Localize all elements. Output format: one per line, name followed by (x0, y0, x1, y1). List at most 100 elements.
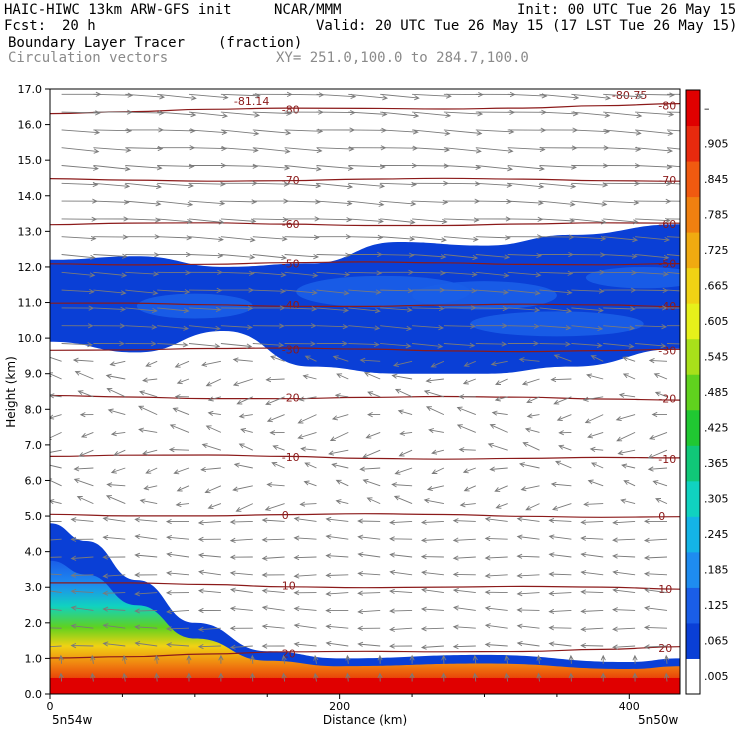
circulation-vector (389, 552, 413, 558)
circulation-vector (397, 409, 413, 416)
circulation-vector (316, 182, 354, 190)
colorbar-label: .665 (704, 279, 729, 292)
circulation-vector (102, 606, 126, 612)
circulation-vector (392, 360, 413, 368)
circulation-vector (93, 271, 128, 278)
circulation-vector (507, 252, 543, 259)
circulation-vector (409, 654, 415, 664)
circulation-vector (110, 431, 126, 437)
circulation-vector (475, 147, 514, 154)
circulation-vector (420, 537, 444, 543)
circulation-vector (329, 431, 349, 442)
circulation-vector (571, 325, 604, 332)
circulation-vector (590, 355, 604, 362)
circulation-vector (556, 414, 572, 421)
circulation-vector (61, 129, 101, 135)
colorbar-swatch (686, 622, 700, 659)
circulation-vector (484, 555, 508, 561)
circulation-vector (50, 356, 62, 362)
circulation-vector (328, 449, 349, 456)
circulation-vector (188, 93, 229, 100)
circulation-vector (106, 387, 126, 398)
circulation-vector (348, 270, 383, 276)
circulation-vector (186, 672, 192, 682)
circulation-vector (443, 217, 480, 223)
circulation-vector (412, 111, 452, 118)
circulation-vector (651, 411, 668, 418)
circulation-vector (580, 519, 604, 525)
y-tick-label: 6.0 (25, 474, 43, 487)
circulation-vector (421, 587, 444, 594)
circulation-vector (90, 672, 96, 682)
circulation-vector (558, 444, 572, 451)
circulation-vector (475, 254, 511, 260)
circulation-vector (325, 607, 349, 614)
circulation-vector (380, 252, 415, 258)
circulation-vector (102, 641, 126, 647)
circulation-vector (233, 462, 253, 469)
circulation-vector (316, 217, 353, 223)
circulation-vector (484, 605, 508, 611)
valid-time: Valid: 20 UTC Tue 26 May 15 (17 LST Tue … (316, 18, 738, 34)
circulation-vector (516, 640, 540, 647)
circulation-vector (165, 518, 190, 525)
circulation-vector (553, 396, 572, 405)
circulation-vector (487, 442, 508, 451)
circulation-vector (188, 236, 224, 242)
circulation-vector (207, 410, 221, 416)
circulation-vector (389, 608, 413, 614)
circulation-vector (220, 343, 253, 349)
circulation-vector (220, 305, 254, 311)
circulation-vector (197, 588, 221, 594)
circulation-vector (61, 271, 96, 278)
circulation-vector (61, 254, 96, 260)
circulation-vector (102, 534, 126, 541)
colorbar-label: .725 (704, 244, 729, 257)
circulation-vector (617, 449, 636, 456)
isotherm-label: 10 (658, 583, 672, 596)
circulation-vector (165, 590, 190, 596)
circulation-vector (462, 378, 476, 385)
circulation-vector (134, 517, 158, 523)
circulation-vector (50, 538, 62, 541)
circulation-vector (612, 569, 636, 576)
circulation-vector (50, 499, 62, 505)
circulation-vector (293, 590, 317, 596)
circulation-vector (452, 537, 476, 543)
circulation-vector (345, 654, 351, 664)
circulation-vector (472, 654, 478, 664)
circulation-vector (443, 236, 479, 242)
isotherm-line (50, 103, 680, 115)
circulation-vector (603, 218, 639, 225)
circulation-vector (157, 289, 191, 295)
circulation-vector (475, 235, 511, 241)
circulation-vector (125, 145, 164, 152)
circulation-vector (134, 608, 158, 614)
y-tick-label: 7.0 (25, 439, 43, 452)
circulation-vector (380, 288, 414, 294)
circulation-vector (61, 147, 100, 154)
circulation-vector (548, 517, 572, 524)
circulation-vector (157, 128, 196, 134)
circulation-vector (78, 449, 94, 457)
circulation-vector (138, 427, 158, 433)
circulation-vector (622, 356, 636, 362)
isotherm-label: 0 (282, 509, 289, 522)
upper-tracer-core (470, 311, 644, 337)
circulation-vector (452, 555, 476, 561)
circulation-vector (463, 360, 476, 367)
circulation-vector (107, 408, 126, 416)
circulation-vector (109, 360, 126, 367)
circulation-vector (603, 253, 638, 259)
circulation-vector (568, 672, 574, 682)
circulation-vector (302, 374, 317, 380)
circulation-vector (105, 495, 126, 505)
circulation-vector (539, 200, 576, 207)
circulation-vector (612, 553, 636, 559)
x-tick-label: 0 (47, 700, 54, 713)
circulation-vector (635, 217, 671, 224)
circulation-vector (207, 396, 222, 402)
circulation-vector (420, 519, 444, 525)
circulation-vector (380, 111, 420, 119)
